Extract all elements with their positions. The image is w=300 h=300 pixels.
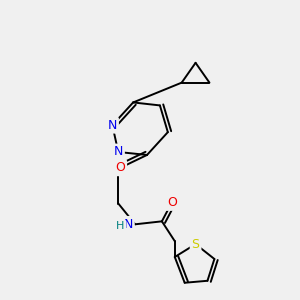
Text: O: O bbox=[167, 196, 177, 209]
Text: O: O bbox=[115, 161, 125, 174]
Text: S: S bbox=[192, 238, 200, 250]
Text: N: N bbox=[108, 119, 117, 132]
Text: N: N bbox=[114, 146, 123, 158]
Text: N: N bbox=[124, 218, 133, 231]
Text: H: H bbox=[116, 221, 124, 231]
